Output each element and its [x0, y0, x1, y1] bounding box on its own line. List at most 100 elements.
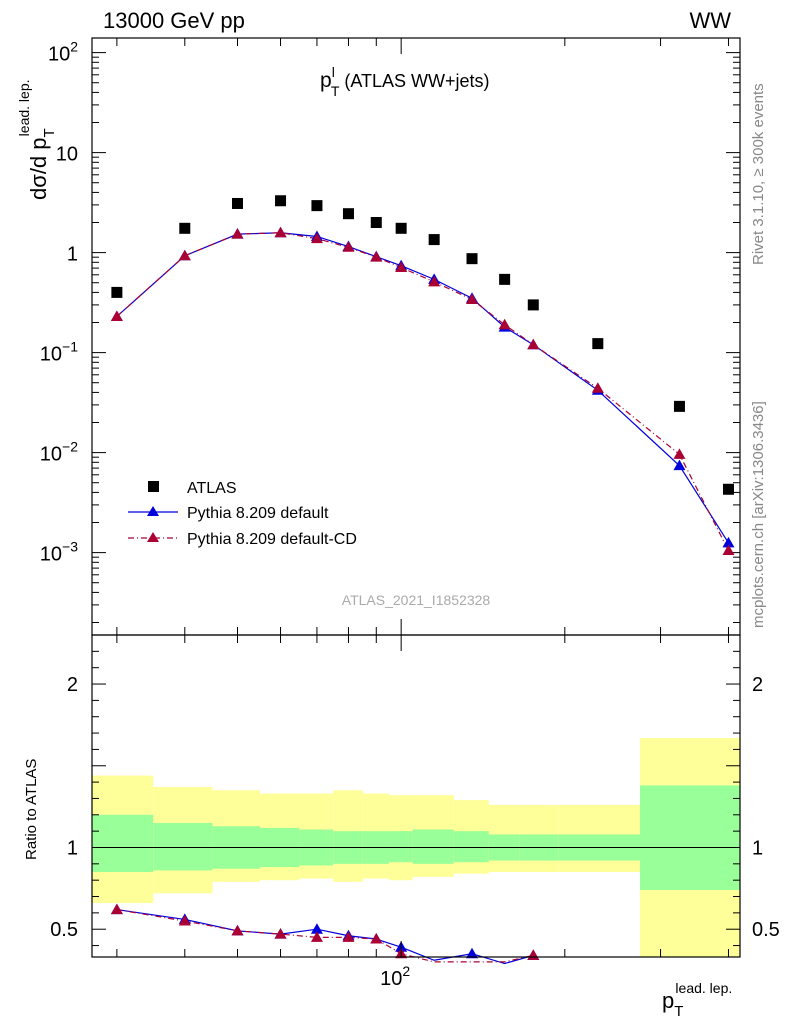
main-point-default: [673, 459, 686, 471]
ratio-ylabel: Ratio to ATLAS: [23, 759, 40, 860]
main-ylabel: dσ/d pTlead. lep.: [16, 79, 58, 200]
main-series-line: [116, 232, 730, 551]
legend-marker-atlas: [148, 481, 159, 492]
ratio-series: [110, 903, 540, 965]
main-y-tick-label: 10−3: [40, 539, 78, 566]
main-point-atlas: [111, 286, 123, 298]
ratio-point-default-cd: [370, 933, 383, 944]
main-y-tick-label: 102: [48, 39, 78, 66]
main-ylabel-main: dσ/d p: [26, 137, 51, 200]
main-point-atlas: [395, 222, 407, 234]
ratio-band-inner: [640, 785, 740, 890]
ratio-panel: 0.5 0.5 1 1 2 2 Ratio to ATLAS: [23, 634, 780, 965]
ratio-series-line: [116, 909, 534, 963]
ratio-point-default-cd: [274, 928, 287, 939]
ratio-y-tick-label: 0.5: [50, 919, 78, 941]
main-point-atlas: [275, 195, 287, 207]
watermark: ATLAS_2021_I1852328: [342, 592, 491, 608]
main-point-default-cd: [370, 251, 383, 262]
xlabel-main: p: [662, 988, 674, 1013]
ratio-y-tick-label: 1: [67, 837, 78, 859]
ratio-band-inner: [412, 829, 454, 864]
main-point-atlas: [499, 273, 511, 285]
ratio-band-inner: [389, 831, 413, 863]
main-point-default-cd: [395, 261, 408, 272]
main-point-default-cd: [466, 293, 479, 304]
mcplots-label: mcplots.cern.ch [arXiv:1306.3436]: [750, 401, 767, 628]
main-y-tick-label: 10−1: [40, 339, 78, 366]
plot-title-sup: l: [332, 64, 335, 80]
main-point-default-cd: [310, 232, 323, 244]
main-point-default-cd: [498, 318, 511, 330]
legend-marker-default-cd: [147, 532, 159, 542]
main-point-default-cd: [722, 544, 735, 555]
plot-title: pl T (ATLAS WW+jets): [320, 64, 490, 99]
ratio-point-default: [466, 947, 479, 959]
header-left: 13000 GeV pp: [103, 8, 245, 33]
x-tick-label: 102: [380, 963, 410, 990]
plot-title-rest: (ATLAS WW+jets): [339, 71, 489, 91]
main-y-tick-labels: 10−3 10−2 10−1 1 10 102: [40, 39, 78, 566]
main-y-tick-label: 10: [56, 144, 78, 166]
main-ylabel-sub: T: [41, 128, 58, 137]
legend-marker-default: [147, 506, 159, 516]
main-series: [110, 195, 735, 555]
main-point-default-cd: [527, 338, 540, 350]
xlabel-sup: lead. lep.: [675, 980, 732, 996]
ratio-y-tick-labels: 0.5 0.5 1 1 2 2: [50, 674, 780, 941]
main-point-default: [722, 536, 735, 548]
legend: ATLAS Pythia 8.209 default Pythia 8.209 …: [128, 480, 357, 548]
ratio-frame: [91, 634, 741, 958]
main-point-atlas: [179, 222, 191, 234]
legend-label-atlas: ATLAS: [187, 480, 237, 497]
ratio-point-default-cd: [342, 931, 355, 942]
ratio-point-default-cd: [110, 903, 123, 915]
rivet-label: Rivet 3.1.10, ≥ 300k events: [750, 83, 767, 265]
main-point-atlas: [722, 483, 734, 495]
main-point-atlas: [342, 208, 354, 220]
main-point-atlas: [428, 234, 440, 246]
main-y-tick-label: 1: [67, 244, 78, 266]
ratio-point-default-cd: [178, 915, 191, 926]
ratio-band-inner: [92, 814, 154, 873]
main-point-atlas: [231, 197, 243, 209]
plot-title-sub: T: [331, 83, 340, 99]
main-y-tick-label: 10−2: [40, 439, 78, 466]
ratio-band-inner: [153, 822, 213, 871]
main-point-default-cd: [342, 241, 355, 252]
main-point-atlas: [592, 338, 604, 350]
main-point-default-cd: [591, 382, 604, 393]
main-ylabel-sup: lead. lep.: [16, 79, 32, 136]
main-point-default-cd: [231, 228, 244, 239]
header-right: WW: [689, 8, 731, 33]
ratio-point-default-cd: [310, 931, 323, 942]
plot-title-main: p: [320, 69, 332, 92]
main-point-atlas: [466, 253, 478, 265]
x-tick-labels: 102: [380, 963, 410, 990]
ratio-point-default-cd: [231, 924, 244, 936]
main-point-default-cd: [428, 275, 441, 287]
main-axis-ticks: [92, 38, 740, 635]
ratio-y-tick-label: 2: [67, 674, 78, 696]
legend-label-default-cd: Pythia 8.209 default-CD: [187, 531, 357, 548]
main-point-atlas: [673, 400, 685, 412]
xlabel: pTlead. lep.: [662, 980, 732, 1020]
main-point-atlas: [311, 200, 323, 212]
ratio-point-default-cd: [527, 949, 540, 960]
main-point-default-cd: [110, 310, 123, 321]
main-point-atlas: [527, 299, 539, 311]
main-point-default-cd: [178, 249, 191, 261]
main-point-atlas: [370, 217, 382, 229]
ratio-axis-ticks: [92, 635, 740, 957]
ratio-point-default: [310, 923, 323, 934]
ratio-y-tick-label-right: 2: [752, 674, 763, 696]
main-point-default-cd: [673, 448, 686, 459]
ratio-y-tick-label-right: 1: [752, 837, 763, 859]
ratio-band-inner: [453, 831, 489, 863]
xlabel-sub: T: [674, 1003, 683, 1020]
ratio-y-tick-label-right: 0.5: [752, 919, 780, 941]
main-point-default-cd: [274, 226, 287, 238]
legend-label-default: Pythia 8.209 default: [187, 505, 329, 522]
